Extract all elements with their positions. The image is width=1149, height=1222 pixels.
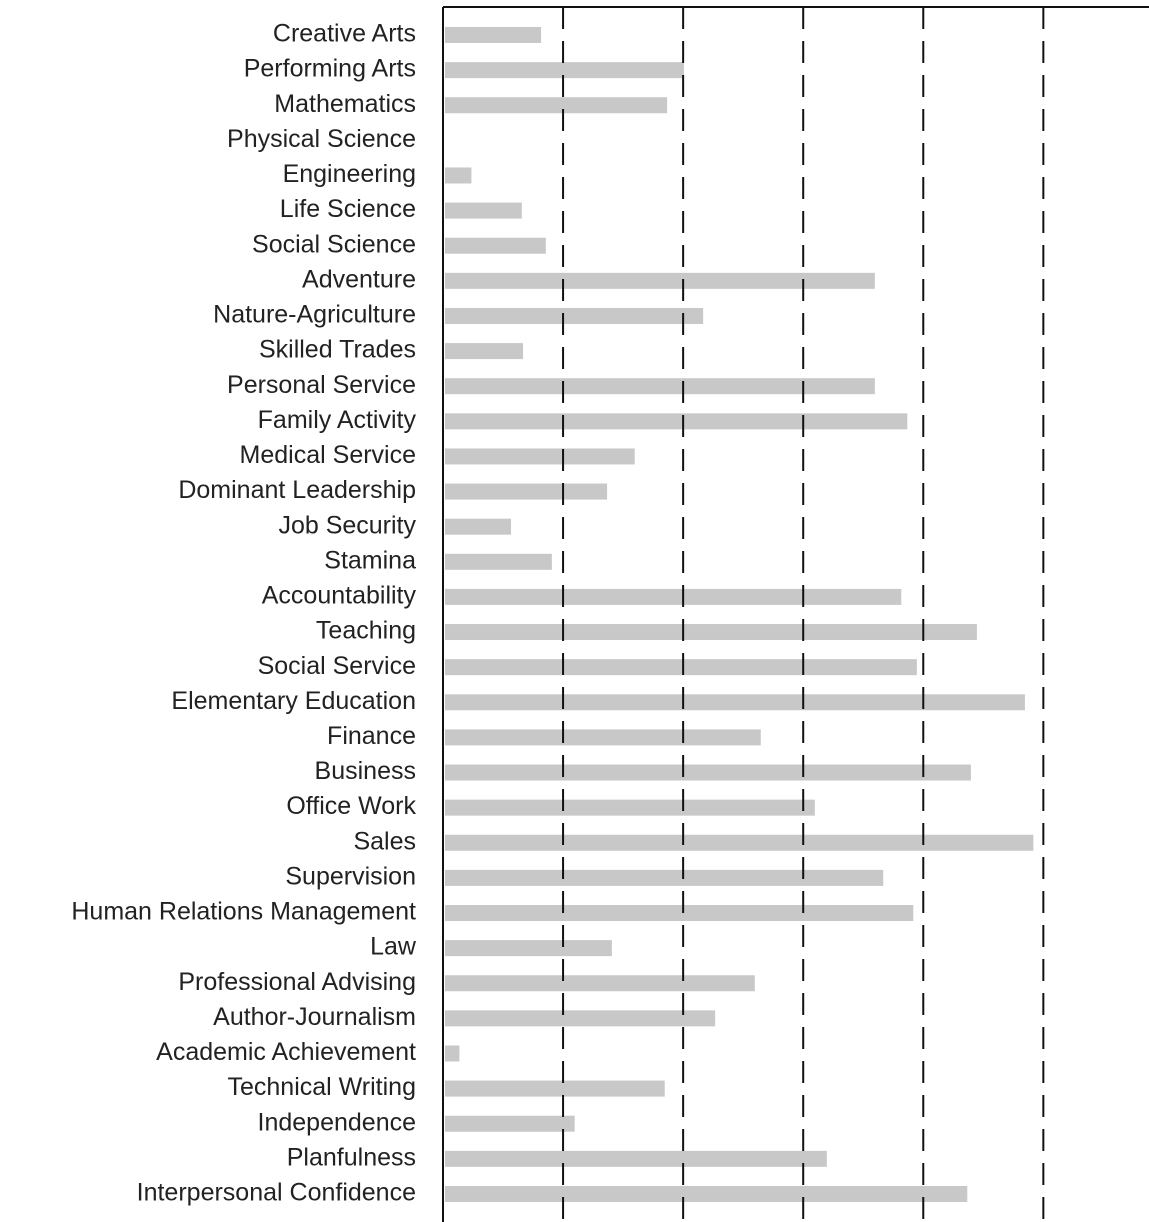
bar [445,1045,460,1062]
bar [445,307,704,324]
bar [445,764,971,781]
y-tick-label: Finance [327,722,416,750]
y-tick-label: Human Relations Management [71,898,416,926]
y-tick-label: Academic Achievement [156,1038,416,1066]
bar [445,272,875,289]
bar [445,1185,968,1202]
bar [445,553,552,570]
y-tick-label: Sales [353,827,416,855]
y-tick-label: Office Work [286,792,416,820]
y-tick-label: Technical Writing [227,1073,416,1101]
y-tick-label: Creative Arts [273,20,416,48]
y-tick-label: Engineering [283,160,416,188]
bar [445,869,884,886]
y-tick-label: Mathematics [274,90,416,118]
y-tick-label: Interpersonal Confidence [137,1179,416,1207]
bar [445,588,902,605]
y-tick-label: Performing Arts [244,55,416,83]
bar [445,62,684,79]
bar [445,413,908,430]
bar [445,729,761,746]
y-tick-label: Accountability [262,582,417,610]
y-tick-label: Job Security [278,511,416,539]
bar [445,1010,716,1027]
y-tick-label: Family Activity [258,406,417,434]
y-tick-label: Business [315,757,416,785]
y-tick-label: Nature-Agriculture [213,301,416,329]
bar [445,518,512,535]
bar [445,975,755,992]
bar [445,694,1025,711]
bar [445,343,524,360]
y-tick-label: Stamina [324,546,416,574]
bar [445,799,815,816]
y-tick-label: Independence [258,1108,416,1136]
y-tick-label: Planfulness [287,1143,416,1171]
y-tick-label: Social Science [252,230,416,258]
y-tick-label: Author-Journalism [213,1003,416,1031]
y-tick-label: Elementary Education [171,687,416,715]
bar [445,27,542,43]
bar [445,237,546,254]
y-tick-label: Law [370,933,417,961]
bar [445,624,977,641]
bar [445,378,875,395]
y-tick-label: Supervision [285,862,416,890]
bar [445,97,668,114]
y-tick-label: Life Science [280,195,416,223]
y-tick-label: Teaching [316,617,416,645]
y-tick-label: Adventure [302,265,416,293]
bar [445,834,1034,851]
bar [445,1115,575,1132]
bar [445,483,608,500]
y-tick-label: Dominant Leadership [178,476,416,504]
bar [445,940,612,957]
bar [445,905,914,921]
bar [445,167,472,184]
bar [445,659,917,676]
y-tick-label: Social Service [258,652,416,680]
y-tick-label: Medical Service [240,441,416,469]
y-tick-label: Skilled Trades [259,336,416,364]
y-tick-label: Personal Service [227,371,416,399]
bar [445,1080,665,1097]
bar [445,448,635,465]
bar [445,1150,827,1167]
bar [445,202,522,219]
y-tick-label: Physical Science [227,125,416,153]
y-tick-label: Professional Advising [178,968,416,996]
